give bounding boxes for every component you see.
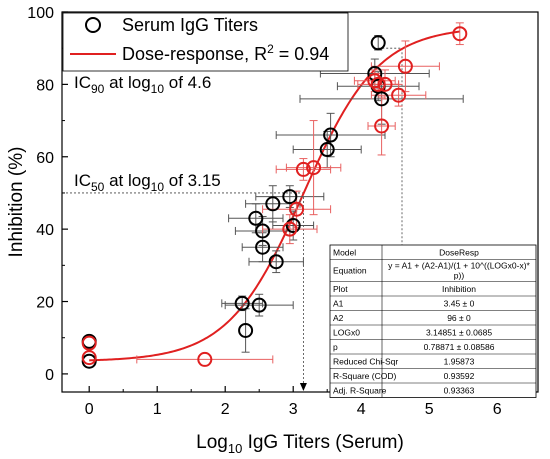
x-axis-title-main: Log [196,432,228,453]
black-point-7 [255,239,271,255]
table-label-6: p [333,342,338,352]
legend-box [62,12,349,72]
legend-fit-sup: 2 [267,42,274,56]
x-tick-label-5: 5 [425,401,434,418]
red-point-11 [391,87,407,103]
table-label-8: R-Square (COD) [333,371,396,381]
table-value-9: 0.93363 [444,385,475,395]
black-point-2 [234,295,250,311]
black-point-13 [323,127,339,143]
black-point-8 [265,196,281,212]
y-tick-label-3: 60 [36,150,54,167]
x-tick-label-4: 4 [357,401,366,418]
legend-fit-tail: = 0.94 [274,44,330,64]
table-value-4: 96 ± 0 [447,313,471,323]
y-tick-label-5: 100 [27,5,54,22]
table-label-0: Model [333,247,356,257]
red-point-1 [81,350,97,366]
black-point-6 [255,223,271,239]
legend: Serum IgG Titers Dose-response, R2 = 0.9… [62,12,349,72]
red-point-3 [282,221,298,237]
x-axis-title-sub: 10 [228,441,242,456]
table-label-1: Equation [333,266,367,276]
table-value-2: Inhibition [442,284,476,294]
red-point-0 [81,335,97,351]
red-point-12 [397,58,413,74]
legend-series1-label: Serum IgG Titers [122,15,258,35]
x-tick-label-0: 0 [85,401,94,418]
table-label-7: Reduced Chi-Sqr [333,356,398,366]
table-label-2: Plot [333,284,348,294]
table-value-1-line2: p)) [454,271,465,281]
ic90-annotation: IC90 at log10 of 4.6 [74,73,211,96]
black-point-16 [374,91,390,107]
ic50-annotation: IC50 at log10 of 3.15 [74,171,221,194]
red-point-13 [452,26,468,42]
black-point-11 [285,218,301,234]
y-axis-title: Inhibition (%) [6,147,27,258]
x-axis-title-rest: IgG Titers (Serum) [242,432,404,453]
red-point-9 [374,118,390,134]
legend-fit-label: Dose-response, R2 = 0.94 [122,42,329,64]
legend-black-marker [85,17,101,33]
red-point-6 [306,160,322,176]
table-label-3: A1 [333,298,344,308]
table-value-8: 0.93592 [444,371,475,381]
plot-frame [61,11,539,393]
legend-fit-main: Dose-response, R [122,44,267,64]
table-value-7: 1.95873 [444,356,475,366]
table-value-0: DoseResp [439,247,479,257]
table-value-1-line1: y = A1 + (A2-A1)/(1 + 10^((LOGx0-x)* [388,261,530,271]
black-point-5 [251,297,267,313]
red-point-7 [367,73,383,89]
red-point-4 [289,201,305,217]
table-value-6: 0.78871 ± 0.08586 [424,342,495,352]
table-value-3: 3.45 ± 0 [444,298,475,308]
black-point-3 [238,322,254,338]
table-label-5: LOGx0 [333,327,360,337]
table-value-5: 3.14851 ± 0.0685 [426,327,492,337]
y-tick-label-1: 20 [36,295,54,312]
table-label-4: A2 [333,313,344,323]
red-point-8 [370,76,386,92]
x-tick-label-3: 3 [289,401,298,418]
x-axis-title: Log10 IgG Titers (Serum) [196,432,404,456]
black-point-4 [248,210,264,226]
black-point-9 [268,254,284,270]
red-point-5 [295,161,311,177]
x-tick-label-6: 6 [493,401,502,418]
x-tick-label-2: 2 [221,401,230,418]
fit-parameter-table: Model DoseResp Equation y = A1 + (A2-A1)/(1… [329,244,537,398]
table-frame [329,244,537,398]
red-point-10 [377,76,393,92]
x-tick-label-1: 1 [153,401,162,418]
y-tick-label-4: 80 [36,77,54,94]
red-point-2 [197,351,213,367]
y-tick-label-0: 0 [45,367,54,384]
ic50-arrowhead [299,383,307,391]
black-point-12 [319,142,335,158]
y-tick-label-2: 40 [36,222,54,239]
table-label-9: Adj. R-Square [333,385,387,395]
black-point-17 [370,35,386,51]
data-points [81,26,468,369]
black-point-10 [282,189,298,205]
